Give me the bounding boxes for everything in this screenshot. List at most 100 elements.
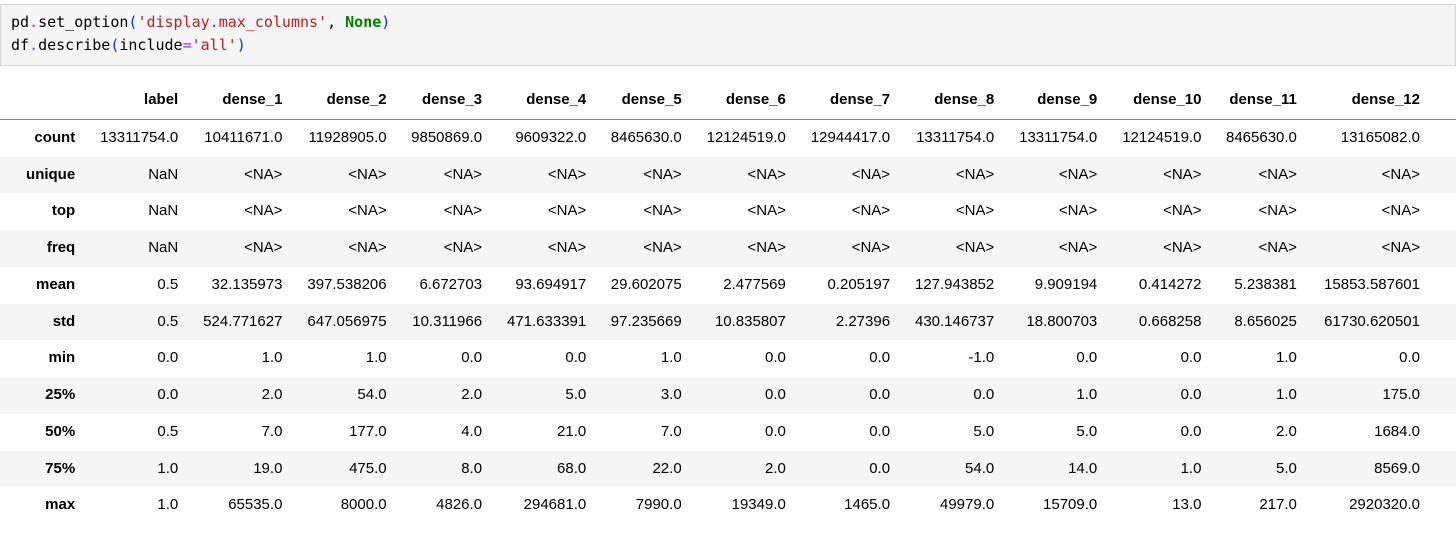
- index-header: [0, 82, 86, 120]
- cell: 10411671.0: [204, 128, 283, 146]
- cell: 5.0: [1076, 422, 1098, 440]
- table-row: unique NaN <NA> <NA> <NA> <NA> <NA> <NA> <NA> <NA…: [0, 156, 1456, 194]
- cell: 0.0: [1180, 349, 1202, 367]
- cell: 8000.0: [340, 496, 387, 514]
- cell: 65535.0: [228, 496, 283, 514]
- cell: 1.0: [1276, 349, 1297, 367]
- cell: 1.0: [365, 349, 387, 367]
- column-header: dense_12: [1306, 82, 1456, 120]
- column-header: dense_3: [396, 82, 493, 120]
- cell: 397.538206: [307, 275, 387, 293]
- cell: 93.694917: [515, 275, 587, 293]
- cell: 8465630.0: [610, 128, 682, 146]
- cell: 0.0: [869, 422, 891, 440]
- cell: <NA>: [1258, 202, 1297, 220]
- code-token-bracket: (: [110, 36, 120, 54]
- cell: 2.0: [461, 386, 483, 403]
- cell: 9609322.0: [515, 128, 587, 146]
- cell: <NA>: [443, 239, 483, 256]
- cell: 0.0: [1180, 386, 1202, 403]
- code-token-operator: .: [29, 36, 39, 54]
- cell: 7990.0: [635, 496, 682, 514]
- cell: 49979.0: [940, 496, 995, 514]
- table-row: mean 0.5 32.135973 397.538206 6.672703 93.694…: [0, 267, 1456, 304]
- cell: 0.0: [1180, 422, 1202, 440]
- cell: 0.0: [1076, 349, 1098, 367]
- row-label: count: [34, 128, 76, 146]
- cell: 8.0: [461, 459, 483, 477]
- cell: 0.0: [973, 386, 995, 403]
- code-token-plain: set_option: [38, 13, 129, 31]
- cell: 13311754.0: [916, 128, 995, 146]
- cell: 12124519.0: [1122, 128, 1202, 146]
- cell: 177.0: [349, 422, 387, 440]
- column-header: dense_8: [900, 82, 1005, 120]
- cell: 471.633391: [506, 312, 587, 330]
- cell: <NA>: [747, 202, 786, 220]
- cell: 19349.0: [731, 496, 786, 514]
- cell: 475.0: [349, 459, 387, 477]
- cell: 127.943852: [914, 275, 995, 293]
- cell: 14.0: [1068, 459, 1098, 477]
- row-label: 75%: [45, 459, 76, 477]
- cell: 8.656025: [1234, 312, 1297, 330]
- cell: 11928905.0: [308, 128, 387, 146]
- code-token-plain: include: [119, 36, 183, 54]
- code-token-plain: df: [11, 36, 30, 54]
- cell: 5.0: [1276, 459, 1297, 477]
- cell: 2920320.0: [1349, 496, 1420, 514]
- cell: 68.0: [557, 459, 587, 477]
- column-header: dense_9: [1004, 82, 1108, 120]
- cell: 32.135973: [211, 275, 283, 293]
- column-header: dense_4: [492, 82, 597, 120]
- cell: 5.0: [973, 422, 995, 440]
- cell: <NA>: [1381, 165, 1420, 183]
- cell: 1.0: [1276, 386, 1297, 403]
- cell: 1.0: [157, 459, 179, 477]
- row-label: mean: [36, 275, 76, 293]
- table-row: 75% 1.0 19.0 475.0 8.0 68.0 22.0 2.0 0.0 54.0 14.0…: [0, 450, 1456, 488]
- cell: <NA>: [547, 165, 587, 183]
- cell: 1.0: [157, 496, 179, 514]
- cell: 7.0: [660, 422, 682, 440]
- table-row: freq NaN <NA> <NA> <NA> <NA> <NA> <NA> <NA> <NA> <…: [0, 230, 1456, 267]
- table-row: max 1.0 65535.0 8000.0 4826.0 294681.0 7990.0 1…: [0, 487, 1456, 524]
- column-header: dense_2: [292, 82, 397, 120]
- row-label: min: [48, 349, 76, 367]
- table-row: 50% 0.5 7.0 177.0 4.0 21.0 7.0 0.0 0.0 5.0 5.0 0.0 2…: [0, 414, 1456, 451]
- cell: 0.0: [461, 349, 483, 367]
- code-token-string: 'all': [191, 36, 237, 54]
- cell: <NA>: [851, 165, 891, 183]
- code-token-bracket: ): [236, 36, 246, 54]
- code-cell[interactable]: pd.set_option('display.max_columns', Non…: [0, 4, 1456, 66]
- cell: <NA>: [643, 239, 682, 256]
- cell: 430.146737: [914, 312, 995, 330]
- cell: 2.0: [261, 386, 283, 403]
- cell: 0.0: [765, 422, 786, 440]
- cell: 29.602075: [610, 275, 682, 293]
- column-header: dense_10: [1107, 82, 1212, 120]
- cell: <NA>: [443, 165, 483, 183]
- cell: <NA>: [244, 202, 283, 220]
- cell: 12944417.0: [810, 128, 891, 146]
- cell: 8465630.0: [1225, 128, 1297, 146]
- cell: 1684.0: [1374, 422, 1420, 440]
- code-token-operator: .: [29, 13, 39, 31]
- cell: <NA>: [643, 202, 682, 220]
- cell: 22.0: [652, 459, 682, 477]
- cell: <NA>: [244, 165, 283, 183]
- row-label: 50%: [45, 422, 76, 440]
- cell: 0.5: [157, 422, 179, 440]
- cell: <NA>: [443, 202, 483, 220]
- cell: 6.672703: [419, 275, 483, 293]
- cell: 2.0: [765, 459, 786, 477]
- cell: 175.0: [1382, 386, 1420, 403]
- cell: <NA>: [955, 239, 995, 256]
- column-header: dense_5: [596, 82, 692, 120]
- code-editor[interactable]: pd.set_option('display.max_columns', Non…: [11, 11, 1445, 57]
- cell: 5.0: [565, 386, 587, 403]
- code-line: df.describe(include='all'): [11, 34, 1445, 57]
- output-area: label dense_1 dense_2 dense_3 dense_4 dense_5…: [0, 66, 1456, 524]
- cell: 0.668258: [1138, 312, 1202, 330]
- cell: 13311754.0: [100, 128, 179, 146]
